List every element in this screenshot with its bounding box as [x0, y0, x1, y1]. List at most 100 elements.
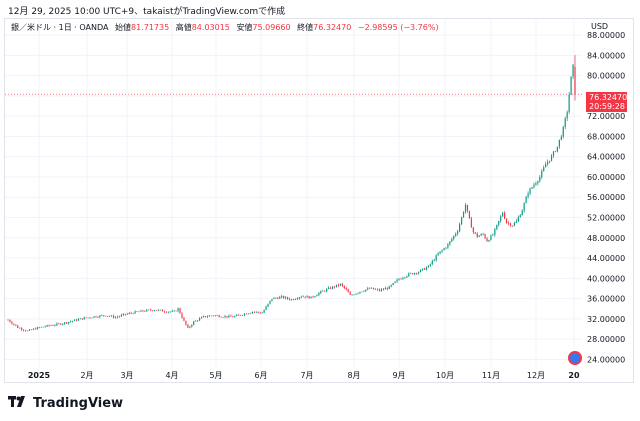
open-value: 81.71735 — [131, 23, 170, 32]
y-tick-label: 64.00000 — [587, 153, 625, 162]
candle-body — [144, 311, 146, 312]
candle-body — [519, 215, 521, 218]
candle-body — [425, 267, 428, 270]
candle-body — [558, 139, 560, 147]
candle-body — [505, 218, 508, 224]
candle-body — [19, 327, 21, 329]
candle-body — [523, 203, 525, 211]
currency-label[interactable]: USD — [591, 22, 609, 31]
candle-body — [554, 151, 557, 153]
y-tick-label: 36.00000 — [587, 295, 625, 304]
economic-event-icon[interactable] — [568, 351, 582, 365]
candle-body — [480, 234, 482, 236]
candle-body — [529, 188, 531, 194]
candle-body — [15, 324, 17, 326]
candle-body — [453, 235, 455, 239]
ohlc-legend: 銀／米ドル · 1日 · OANDA 始値81.71735 高値84.03015… — [11, 22, 439, 33]
y-tick-label: 44.00000 — [587, 254, 625, 263]
candle-body — [416, 272, 418, 274]
candle-body — [199, 318, 201, 321]
tradingview-brand[interactable]: TradingView — [8, 396, 123, 411]
candle-body — [410, 273, 412, 274]
candle-body — [126, 313, 128, 315]
chart-caption: 12月 29, 2025 10:00 UTC+9、takaistがTrading… — [8, 7, 286, 17]
candle-body — [220, 316, 222, 318]
candle-body — [21, 328, 23, 330]
candle-body — [390, 285, 392, 287]
candle-body — [85, 317, 87, 319]
candle-body — [361, 291, 363, 293]
candle-body — [433, 260, 435, 261]
candle-body — [281, 296, 283, 297]
candle-body — [355, 293, 357, 295]
candle-body — [7, 319, 9, 321]
y-tick-label: 48.00000 — [587, 234, 625, 243]
candle-body — [388, 286, 390, 289]
candle-body — [130, 312, 132, 314]
candle-body — [52, 325, 54, 327]
candle-body — [265, 306, 267, 310]
candle-body — [79, 318, 81, 320]
candle-body — [408, 273, 410, 277]
candle-body — [253, 311, 255, 313]
symbol-label[interactable]: 銀／米ドル · 1日 · OANDA — [11, 23, 109, 32]
candle-body — [240, 314, 242, 316]
candle-body — [314, 296, 316, 298]
candle-body — [228, 315, 230, 318]
candle-body — [384, 288, 386, 290]
candle-body — [490, 235, 492, 241]
candle-body — [341, 283, 343, 286]
x-tick-label: 4月 — [165, 371, 178, 380]
candle-body — [527, 193, 529, 197]
x-tick-label: 10月 — [436, 371, 454, 380]
candle-body — [308, 296, 310, 299]
candle-body — [77, 319, 79, 321]
candle-body — [398, 278, 400, 280]
candle-body — [343, 285, 345, 288]
candle-body — [496, 224, 498, 229]
candle-body — [81, 318, 83, 320]
candle-body — [455, 233, 457, 236]
candle-body — [486, 238, 488, 242]
candle-body — [118, 316, 121, 317]
candle-body — [277, 297, 279, 299]
candle-body — [185, 320, 187, 325]
candle-body — [451, 238, 453, 242]
candle-body — [347, 289, 349, 293]
candle-body — [357, 293, 359, 294]
candle-body — [423, 268, 426, 270]
candle-body — [335, 284, 338, 288]
candle-body — [68, 322, 70, 324]
y-tick-label: 52.00000 — [587, 214, 625, 223]
candle-body — [62, 323, 64, 325]
candle-body — [320, 290, 322, 293]
candle-body — [232, 316, 234, 318]
candle-body — [568, 94, 570, 113]
candle-body — [509, 223, 512, 226]
candle-body — [511, 225, 514, 227]
candle-body — [498, 221, 500, 225]
candle-body — [11, 321, 13, 324]
candle-body — [431, 260, 433, 265]
candle-body — [259, 312, 261, 314]
candle-body — [286, 297, 289, 299]
candle-body — [333, 286, 336, 288]
candle-body — [374, 289, 377, 290]
candle-body — [134, 311, 136, 314]
candle-body — [155, 310, 158, 311]
candle-body — [296, 298, 298, 300]
candle-body — [300, 296, 302, 298]
x-tick-label: 3月 — [120, 371, 133, 380]
candle-body — [138, 311, 140, 313]
candle-body — [504, 212, 506, 219]
candle-body — [269, 300, 271, 304]
candle-body — [132, 313, 134, 314]
candle-body — [105, 315, 107, 317]
candle-body — [414, 272, 416, 275]
y-tick-label: 28.00000 — [587, 335, 625, 344]
candle-body — [191, 324, 193, 327]
candle-body — [429, 264, 431, 266]
change-value: −2.98595 (−3.76%) — [357, 23, 439, 32]
candle-body — [330, 287, 332, 289]
